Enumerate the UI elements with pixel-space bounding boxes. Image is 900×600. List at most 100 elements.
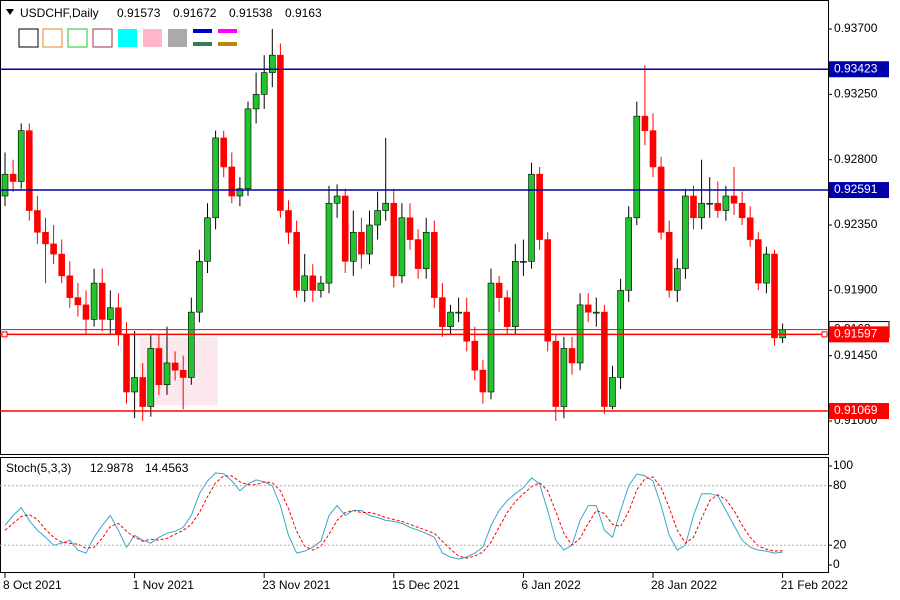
candle-body	[406, 217, 414, 240]
color-box[interactable]	[42, 28, 63, 48]
candle-body	[463, 311, 471, 342]
menu-triangle[interactable]	[6, 9, 14, 15]
level-tag	[829, 326, 889, 343]
toolbar	[18, 28, 237, 48]
candle-body	[471, 340, 479, 371]
candle-body	[390, 202, 398, 277]
candle-body	[455, 311, 462, 314]
candle-body	[584, 304, 592, 313]
stoch-main-value: 12.9878	[90, 461, 134, 475]
color-box[interactable]	[67, 28, 88, 48]
candle-body	[763, 253, 770, 284]
candle-body	[268, 54, 276, 73]
candle-body	[204, 217, 211, 262]
candle-body	[641, 115, 649, 131]
color-line[interactable]	[218, 29, 237, 33]
stoch-title: Stoch(5,3,3)	[6, 461, 71, 475]
candle-body	[422, 231, 430, 269]
color-box[interactable]	[92, 28, 113, 48]
level-anchor	[821, 331, 828, 338]
candle-body	[439, 297, 446, 327]
candle-body	[98, 282, 106, 320]
candle-body	[333, 195, 341, 204]
candle-body	[212, 137, 219, 219]
candle-body	[520, 261, 527, 263]
candle-body	[511, 261, 519, 327]
color-line[interactable]	[218, 42, 237, 46]
candle-body	[260, 72, 268, 95]
x-tick-label: 15 Dec 2021	[392, 578, 460, 592]
candle-body	[682, 195, 689, 269]
candle-body	[188, 311, 195, 378]
color-box[interactable]	[143, 29, 162, 47]
candle-body	[147, 348, 155, 407]
candle-body	[560, 348, 568, 407]
stoch-tick-label: 80	[833, 478, 847, 492]
candle-body	[738, 202, 746, 219]
y-tick-label: 0.91450	[834, 348, 878, 362]
candle-body	[592, 311, 600, 314]
candle-body	[754, 239, 762, 284]
candle-body	[309, 275, 317, 291]
marks	[1, 29, 786, 560]
level-label: 0.92591	[834, 182, 878, 196]
high-value: 0.91672	[173, 6, 217, 20]
candle-body	[34, 210, 41, 233]
candle-body	[50, 243, 57, 255]
candle-body	[131, 377, 138, 393]
color-line[interactable]	[193, 29, 212, 33]
price-panel	[0, 0, 829, 455]
color-box[interactable]	[168, 29, 187, 47]
candle-body	[74, 297, 82, 306]
candle-body	[414, 239, 422, 269]
candle-body	[447, 311, 454, 327]
candle-body	[609, 377, 616, 407]
stoch-tick-label: 100	[833, 458, 853, 472]
candle-body	[301, 275, 309, 291]
x-tick-label: 1 Nov 2021	[133, 578, 195, 592]
close-value: 0.9163	[285, 6, 322, 20]
stoch-line	[4, 472, 783, 560]
y-tick-label: 0.93250	[834, 87, 878, 101]
candle-body	[495, 282, 503, 298]
stoch-line	[4, 475, 783, 559]
candle-body	[730, 195, 738, 204]
candle-body	[123, 333, 130, 393]
candle-body	[430, 231, 438, 298]
open-value: 0.91573	[117, 6, 161, 20]
candle-body	[552, 340, 560, 407]
level-tag	[829, 182, 889, 199]
level-label: 0.91597	[834, 327, 878, 341]
candle-body	[479, 369, 487, 393]
symbol: USDCHF,Daily	[20, 6, 99, 20]
x-tick-label: 28 Jan 2022	[651, 578, 717, 592]
candle-body	[503, 297, 511, 327]
candle-body	[771, 253, 778, 339]
level-tag	[829, 61, 889, 78]
candle-body	[528, 173, 535, 262]
candle-body	[722, 195, 730, 211]
candle-body	[82, 304, 90, 320]
candle-body	[228, 166, 236, 197]
candle-body	[698, 202, 705, 219]
candle-body	[179, 369, 187, 378]
x-tick-label: 6 Jan 2022	[521, 578, 581, 592]
y-tick-label: 0.92350	[834, 217, 878, 231]
color-line[interactable]	[193, 42, 212, 46]
candle-body	[487, 282, 495, 393]
candle-body	[244, 108, 252, 190]
color-box[interactable]	[118, 29, 137, 47]
candle-body	[236, 188, 244, 197]
color-box[interactable]	[18, 28, 39, 48]
candle-body	[25, 130, 33, 211]
candle-body	[163, 362, 171, 386]
level-label: 0.91069	[834, 403, 878, 417]
candle-body	[398, 217, 406, 277]
candle-body	[155, 348, 163, 386]
candle-body	[657, 166, 665, 233]
candle-body	[690, 195, 697, 219]
candle-body	[171, 362, 179, 371]
stoch-tick-label: 20	[833, 537, 847, 551]
y-tick-label: 0.91900	[834, 283, 878, 297]
